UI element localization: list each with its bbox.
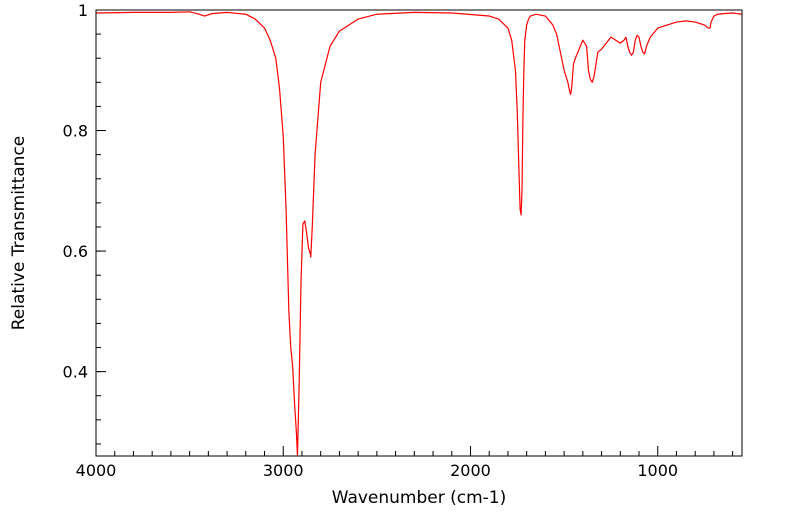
x-minor-ticks — [114, 451, 734, 456]
y-tick-label: 0.6 — [63, 242, 88, 261]
x-tick-label: 3000 — [263, 461, 304, 480]
y-axis-title: Relative Transmittance — [9, 136, 29, 331]
y-tick-label: 0.4 — [63, 363, 88, 382]
x-axis-title: Wavenumber (cm-1) — [332, 488, 507, 508]
series-line-0 — [95, 11, 743, 457]
x-tick-label: 2000 — [450, 461, 491, 480]
y-tick-label: 1 — [78, 1, 88, 20]
x-axis-ticks: 4000 3000 2000 1000 — [76, 446, 678, 480]
x-tick-label: 4000 — [76, 461, 117, 480]
plot-frame — [95, 9, 743, 457]
x-tick-label: 1000 — [637, 461, 678, 480]
series-layer — [95, 11, 743, 457]
y-minor-ticks — [96, 9, 101, 445]
y-axis-ticks: 0.4 0.6 0.8 1 — [63, 1, 106, 382]
y-tick-label: 0.8 — [63, 122, 88, 141]
